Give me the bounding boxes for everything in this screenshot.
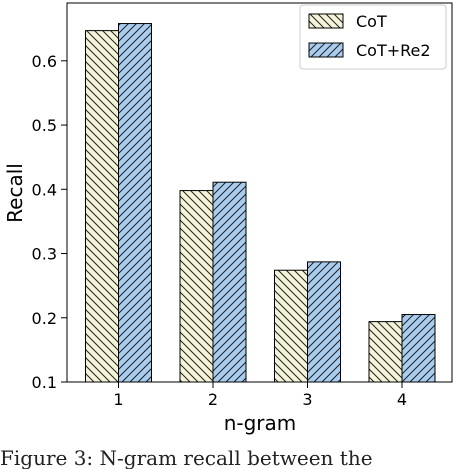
- bar-cot-1: [85, 30, 119, 383]
- bar-cot-2: [179, 190, 214, 383]
- bar-cot-re2-3: [307, 261, 341, 383]
- y-axis-label: Recall: [3, 163, 27, 223]
- x-tick-label: 1: [113, 390, 123, 409]
- plot-frame: [66, 2, 453, 383]
- legend-swatch-cot: [308, 13, 344, 29]
- bar-chart: 0.1 0.2 0.3 0.4 0.5 0.6 1 2 3 4 Recall n-gram CoT…: [3, 2, 453, 435]
- legend-swatch-cot-re2: [308, 42, 344, 58]
- legend-label-cot-re2: CoT+Re2: [356, 41, 431, 60]
- x-tick-label: 3: [302, 390, 312, 409]
- y-tick-label: 0.4: [32, 180, 57, 199]
- bar-cot-3: [274, 269, 308, 383]
- bar-cot-4: [368, 321, 403, 383]
- bar-cot-re2-4: [401, 314, 436, 383]
- figure-caption: Figure 3: N-gram recall between the: [0, 447, 373, 469]
- legend-label-cot: CoT: [356, 12, 387, 31]
- y-tick-label: 0.5: [32, 116, 57, 135]
- x-tick-label: 2: [208, 390, 218, 409]
- bar-cot-re2-2: [212, 181, 247, 383]
- y-tick-label: 0.2: [32, 309, 57, 328]
- y-tick-label: 0.1: [32, 373, 57, 392]
- x-tick-label: 4: [397, 390, 407, 409]
- bar-cot-re2-1: [118, 23, 152, 383]
- legend: CoT CoT+Re2: [299, 4, 447, 70]
- y-tick-label: 0.3: [32, 245, 57, 264]
- y-tick-label: 0.6: [32, 52, 57, 71]
- x-axis-label: n-gram: [224, 411, 297, 435]
